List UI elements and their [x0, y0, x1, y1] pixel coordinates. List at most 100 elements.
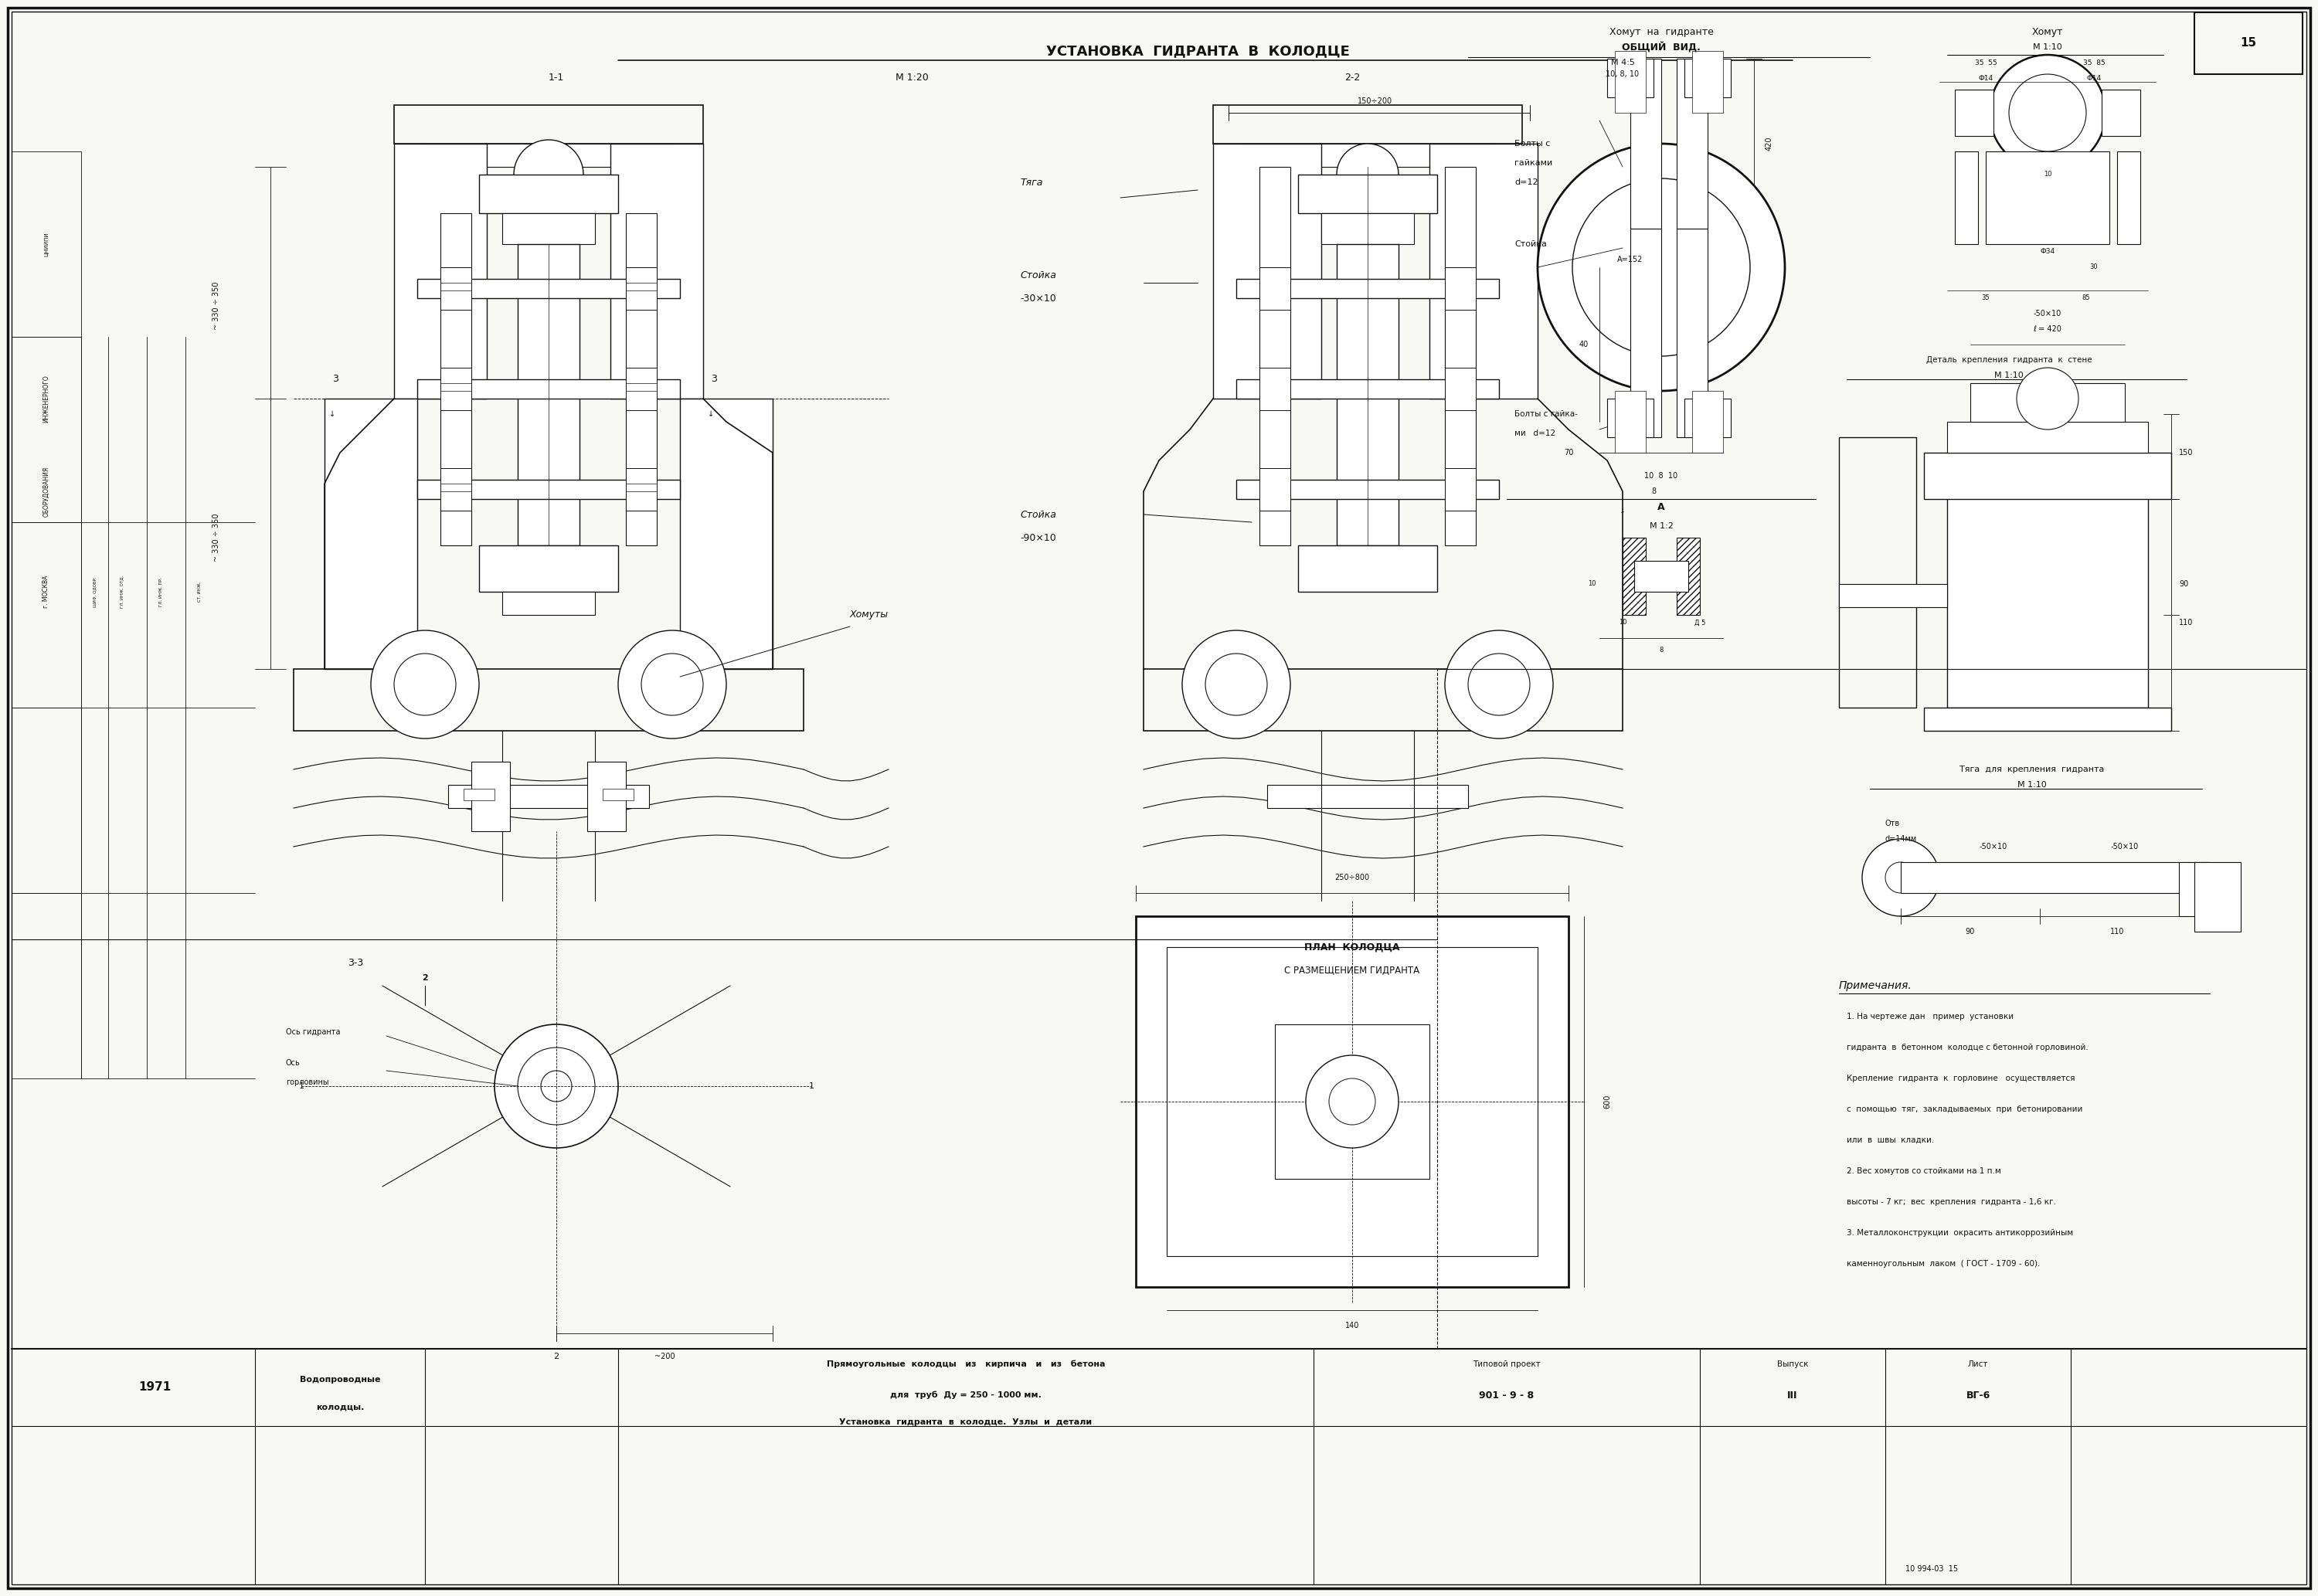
Bar	[1235, 279, 1500, 298]
Text: 10: 10	[2044, 171, 2051, 179]
Bar	[1838, 437, 1917, 707]
Text: Выпуск: Выпуск	[1778, 1360, 1808, 1368]
Text: 90: 90	[2179, 581, 2188, 587]
Text: ШИФ. ОДОБР.: ШИФ. ОДОБР.	[93, 576, 97, 606]
Text: ОБЩИЙ  ВИД.: ОБЩИЙ ВИД.	[1623, 41, 1701, 53]
Bar	[1337, 244, 1398, 546]
Bar	[1970, 383, 2126, 421]
Circle shape	[1182, 630, 1291, 739]
Bar	[1634, 560, 1688, 592]
Text: 600: 600	[1604, 1095, 1611, 1109]
Bar	[464, 788, 494, 800]
Bar	[679, 399, 772, 669]
Text: г. МОСКВА: г. МОСКВА	[42, 576, 51, 608]
Bar	[679, 399, 772, 669]
Bar	[1947, 421, 2149, 453]
Text: Стойка: Стойка	[1020, 509, 1057, 520]
Text: 10 994-03  15: 10 994-03 15	[1905, 1566, 1959, 1572]
Text: Водопроводные: Водопроводные	[299, 1376, 380, 1384]
Circle shape	[540, 1071, 573, 1101]
Bar	[1212, 144, 1321, 399]
Bar	[1623, 538, 1646, 614]
Text: 35: 35	[1982, 295, 1989, 302]
Text: или  в  швы  кладки.: или в швы кладки.	[1847, 1136, 1933, 1144]
Bar	[447, 785, 649, 808]
Text: 30: 30	[2091, 263, 2098, 271]
Text: Хомут: Хомут	[2033, 27, 2063, 37]
Bar	[1259, 168, 1291, 546]
Circle shape	[325, 854, 788, 1318]
Text: 10  8  10: 10 8 10	[1643, 472, 1678, 480]
Bar	[1245, 144, 1490, 168]
Bar	[394, 144, 487, 399]
Bar	[626, 367, 656, 410]
Bar	[1676, 59, 1708, 228]
Text: 90: 90	[1966, 927, 1975, 935]
Text: ЦНИИПИ: ЦНИИПИ	[44, 231, 49, 257]
Circle shape	[515, 140, 584, 209]
Bar	[610, 144, 702, 399]
Bar	[586, 761, 626, 832]
Text: ВГ-6: ВГ-6	[1966, 1390, 1991, 1400]
Bar	[1954, 152, 1977, 244]
Circle shape	[394, 653, 457, 715]
Bar	[1268, 785, 1467, 808]
Bar	[2102, 89, 2140, 136]
Text: Тяга  для  крепления  гидранта: Тяга для крепления гидранта	[1959, 766, 2105, 774]
Bar	[12, 522, 81, 707]
Circle shape	[1305, 1055, 1398, 1148]
Text: ГЛ. ИНЖ. ПР.: ГЛ. ИНЖ. ПР.	[158, 578, 162, 606]
Text: М 1:10: М 1:10	[2033, 43, 2063, 51]
Text: гайками: гайками	[1514, 160, 1553, 168]
Bar	[12, 152, 81, 337]
Text: 2. Вес хомутов со стойками на 1 п.м: 2. Вес хомутов со стойками на 1 п.м	[1847, 1167, 2000, 1175]
Text: с  помощью  тяг,  закладываемых  при  бетонировании: с помощью тяг, закладываемых при бетонир…	[1847, 1106, 2082, 1112]
Text: ми   d=12: ми d=12	[1514, 429, 1555, 437]
Bar	[1259, 267, 1291, 310]
Circle shape	[1989, 54, 2105, 171]
Bar	[12, 894, 81, 1079]
Bar	[626, 468, 656, 511]
Text: ГЛ. ИНЖ. ОТД.: ГЛ. ИНЖ. ОТД.	[121, 576, 125, 608]
Bar	[1676, 228, 1708, 437]
Text: М 1:20: М 1:20	[895, 73, 927, 83]
Text: 35  85: 35 85	[2084, 59, 2105, 65]
Text: Ф14: Ф14	[2086, 75, 2102, 81]
Text: 3. Металлоконструкции  окрасить антикоррозийным: 3. Металлоконструкции окрасить антикорро…	[1847, 1229, 2072, 1237]
Text: d=14мм: d=14мм	[1885, 835, 1917, 843]
Bar	[1444, 367, 1477, 410]
Bar	[503, 214, 596, 244]
Bar	[440, 367, 471, 410]
Text: Деталь  крепления  гидранта  к  стене: Деталь крепления гидранта к стене	[1926, 356, 2091, 364]
Text: Д 5: Д 5	[1694, 619, 1706, 626]
Bar	[1954, 89, 1993, 136]
Text: 110: 110	[2179, 619, 2193, 627]
Bar	[1259, 468, 1291, 511]
Text: 250÷800: 250÷800	[1335, 873, 1370, 881]
Bar	[1298, 174, 1437, 214]
Circle shape	[494, 1025, 619, 1148]
Text: М 4:5: М 4:5	[1611, 59, 1634, 67]
Bar	[1143, 669, 1623, 731]
Circle shape	[1205, 653, 1268, 715]
Text: Хомут  на  гидранте: Хомут на гидранте	[1609, 27, 1713, 37]
Text: Крепление  гидранта  к  горловине   осуществляется: Крепление гидранта к горловине осуществл…	[1847, 1074, 2075, 1082]
Bar	[394, 105, 487, 144]
Bar	[294, 669, 804, 731]
Text: -90×10: -90×10	[1020, 533, 1057, 543]
Text: 1. На чертеже дан   пример  установки: 1. На чертеже дан пример установки	[1847, 1013, 2014, 1020]
Text: 70: 70	[1565, 448, 1574, 456]
Text: гидранта  в  бетонном  колодце с бетонной горловиной.: гидранта в бетонном колодце с бетонной г…	[1847, 1044, 2089, 1052]
Bar	[440, 214, 471, 546]
Circle shape	[1444, 630, 1553, 739]
Bar	[1235, 380, 1500, 399]
Bar	[1685, 399, 1732, 437]
Text: ПЛАН  КОЛОДЦА: ПЛАН КОЛОДЦА	[1305, 942, 1400, 953]
Text: 8: 8	[1660, 646, 1664, 653]
Bar	[1444, 468, 1477, 511]
Circle shape	[2010, 73, 2086, 152]
Text: -50×10: -50×10	[2112, 843, 2140, 851]
Bar	[1259, 367, 1291, 410]
Text: 2-2: 2-2	[1344, 73, 1361, 83]
Circle shape	[1885, 862, 1917, 894]
